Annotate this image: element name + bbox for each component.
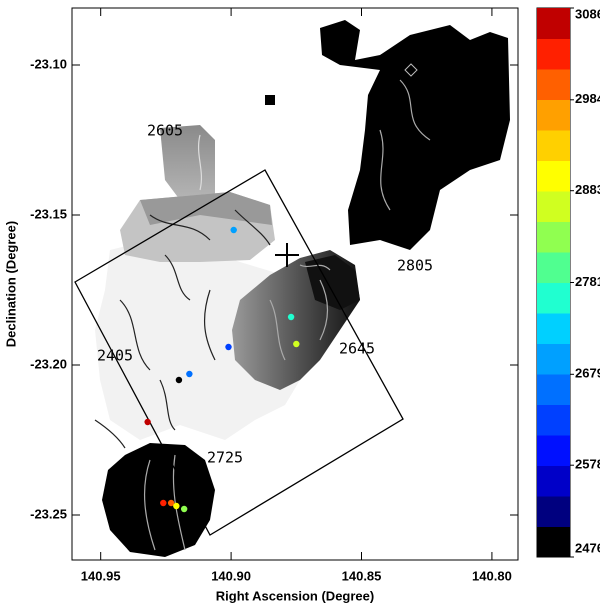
colorbar-bin bbox=[537, 282, 570, 314]
point bbox=[225, 343, 232, 351]
colorbar-tick-label: 2578 bbox=[575, 457, 600, 472]
colorbar-bin bbox=[537, 8, 570, 39]
colorbar-bin bbox=[537, 496, 570, 527]
point bbox=[167, 499, 175, 507]
y-tick-label: -23.25 bbox=[30, 506, 67, 521]
point bbox=[293, 340, 300, 348]
point bbox=[186, 370, 193, 378]
colorbar-tick-label: 2679 bbox=[575, 366, 600, 381]
colorbar-tick-label: 2476 bbox=[575, 540, 600, 555]
colorbar-bin bbox=[537, 252, 570, 283]
x-tick-label: 140.95 bbox=[81, 568, 121, 583]
point bbox=[287, 313, 295, 321]
region-label: 2805 bbox=[397, 257, 433, 275]
image-layer bbox=[95, 20, 510, 557]
colorbar-bin bbox=[537, 313, 570, 344]
point bbox=[180, 505, 188, 513]
plot-frame bbox=[71, 7, 519, 561]
region-label: 2725 bbox=[207, 449, 243, 467]
point bbox=[230, 226, 237, 234]
colorbar-tick-label: 3086 bbox=[575, 6, 600, 21]
center-marker bbox=[275, 243, 299, 267]
colorbar-bin bbox=[537, 526, 570, 558]
colorbar-bin bbox=[537, 99, 570, 131]
colorbar-tick-label: 2883 bbox=[575, 182, 600, 197]
y-tick-label: -23.10 bbox=[30, 56, 67, 71]
colorbar-bin bbox=[537, 435, 570, 466]
point bbox=[160, 499, 167, 507]
colorbar-bin bbox=[537, 374, 570, 405]
colorbar-bin bbox=[537, 465, 570, 497]
y-axis-label: Declination (Degree) bbox=[3, 221, 18, 347]
colorbar-bin bbox=[537, 221, 570, 253]
x-tick-label: 140.80 bbox=[472, 568, 512, 583]
colorbar-bin bbox=[537, 160, 570, 192]
contours bbox=[94, 63, 431, 551]
region-label: 2645 bbox=[339, 340, 375, 358]
colorbar-tick-label: 2781 bbox=[575, 274, 600, 289]
colorbar-bin bbox=[537, 191, 570, 222]
point bbox=[173, 502, 180, 510]
colorbar-bin bbox=[537, 130, 570, 161]
point bbox=[175, 376, 183, 384]
y-tick-label: -23.20 bbox=[30, 356, 67, 371]
point bbox=[144, 418, 151, 426]
colorbar-bin bbox=[537, 343, 570, 375]
footprint bbox=[74, 169, 404, 536]
y-tick-label: -23.15 bbox=[30, 206, 67, 221]
colorbar-tick-label: 2984 bbox=[575, 91, 600, 106]
region-label: 2605 bbox=[147, 122, 183, 140]
x-tick-label: 140.90 bbox=[211, 568, 251, 583]
colorbar-bin bbox=[537, 404, 570, 436]
x-tick-label: 140.85 bbox=[342, 568, 382, 583]
colorbar-bin bbox=[537, 69, 570, 100]
x-axis-label: Right Ascension (Degree) bbox=[216, 588, 374, 603]
colorbar-bin bbox=[537, 38, 570, 70]
region-label: 2405 bbox=[97, 347, 133, 365]
